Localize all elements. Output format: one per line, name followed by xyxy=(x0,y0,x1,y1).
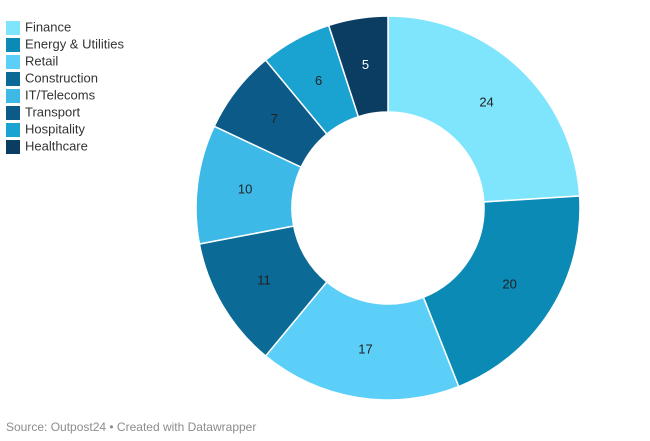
donut-slice xyxy=(327,15,389,118)
slice-label: 17 xyxy=(358,342,372,357)
legend-swatch xyxy=(6,38,20,52)
slice-label: 5 xyxy=(362,57,369,72)
legend-label: Healthcare xyxy=(25,138,88,153)
slice-label: 11 xyxy=(257,273,271,288)
donut-slice xyxy=(264,280,460,401)
source-note: Source: Outpost24 • Created with Datawra… xyxy=(6,420,256,434)
legend-swatch xyxy=(6,140,20,154)
legend-swatch xyxy=(6,55,20,69)
legend-swatch xyxy=(6,106,20,120)
legend-swatch xyxy=(6,21,20,35)
slice-label: 10 xyxy=(238,181,252,196)
legend-swatch xyxy=(6,72,20,86)
legend-label: Finance xyxy=(25,19,71,34)
slice-label: 7 xyxy=(271,111,278,126)
legend-label: Retail xyxy=(25,53,58,68)
legend-swatch xyxy=(6,123,20,137)
slice-label: 6 xyxy=(315,73,322,88)
legend-label: Transport xyxy=(25,104,81,119)
donut-slice xyxy=(387,15,581,203)
legend-label: IT/Telecoms xyxy=(25,87,96,102)
slice-label: 20 xyxy=(502,277,516,292)
slice-label: 24 xyxy=(479,94,493,109)
legend-swatch xyxy=(6,89,20,103)
legend-label: Hospitality xyxy=(25,121,85,136)
donut-slice xyxy=(422,195,581,388)
legend-label: Construction xyxy=(25,70,98,85)
legend-label: Energy & Utilities xyxy=(25,36,124,51)
